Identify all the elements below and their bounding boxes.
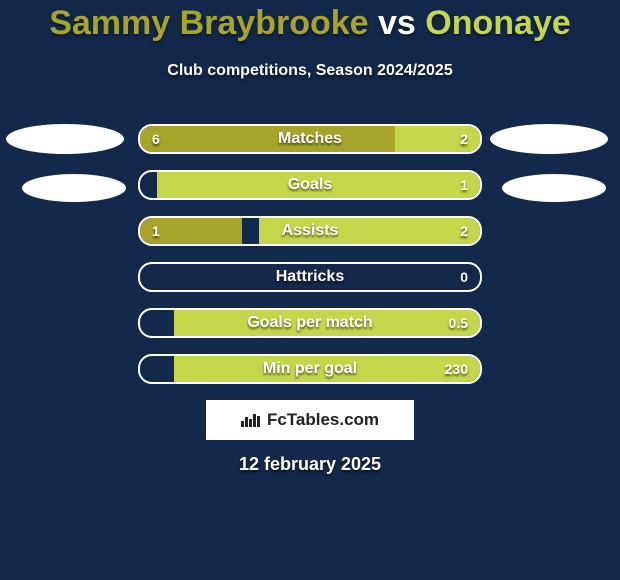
subtitle: Club competitions, Season 2024/2025 — [0, 62, 620, 80]
stat-label: Goals — [140, 172, 480, 198]
stat-label: Assists — [140, 218, 480, 244]
stat-value-right: 230 — [445, 356, 468, 382]
stat-value-left: 6 — [152, 126, 160, 152]
avatar-oval-right-0 — [490, 124, 608, 154]
avatar-oval-right-1 — [502, 174, 606, 202]
stat-label: Matches — [140, 126, 480, 152]
stat-value-left: 1 — [152, 218, 160, 244]
avatar-oval-left-0 — [6, 124, 124, 154]
logo-bars-icon — [241, 413, 261, 427]
stat-label: Min per goal — [140, 356, 480, 382]
stat-row: Matches6 2 — [138, 124, 482, 154]
stat-value-right: 2 — [460, 126, 468, 152]
title-vs: vs — [369, 4, 426, 42]
footer-date: 12 february 2025 — [0, 454, 620, 475]
stat-value-right: 1 — [460, 172, 468, 198]
title-player-2: Ononaye — [425, 4, 570, 42]
stat-row: Hattricks0 — [138, 262, 482, 292]
stat-label: Hattricks — [140, 264, 480, 290]
title-player-1: Sammy Braybrooke — [49, 4, 368, 42]
page-title: Sammy Braybrooke vs Ononaye — [0, 4, 620, 43]
stat-value-right: 0 — [460, 264, 468, 290]
fctables-logo: FcTables.com — [206, 400, 414, 440]
stat-row: Goals per match0.5 — [138, 308, 482, 338]
logo-text: FcTables.com — [267, 410, 379, 430]
stat-row: Goals1 — [138, 170, 482, 200]
stat-value-right: 2 — [460, 218, 468, 244]
stat-label: Goals per match — [140, 310, 480, 336]
comparison-infographic: Sammy Braybrooke vs Ononaye Club competi… — [0, 0, 620, 580]
stat-value-right: 0.5 — [449, 310, 468, 336]
comparison-bars: Matches62Goals1Assists12Hattricks0Goals … — [138, 124, 482, 400]
avatar-oval-left-1 — [22, 174, 126, 202]
stat-row: Min per goal230 — [138, 354, 482, 384]
stat-row: Assists1 2 — [138, 216, 482, 246]
